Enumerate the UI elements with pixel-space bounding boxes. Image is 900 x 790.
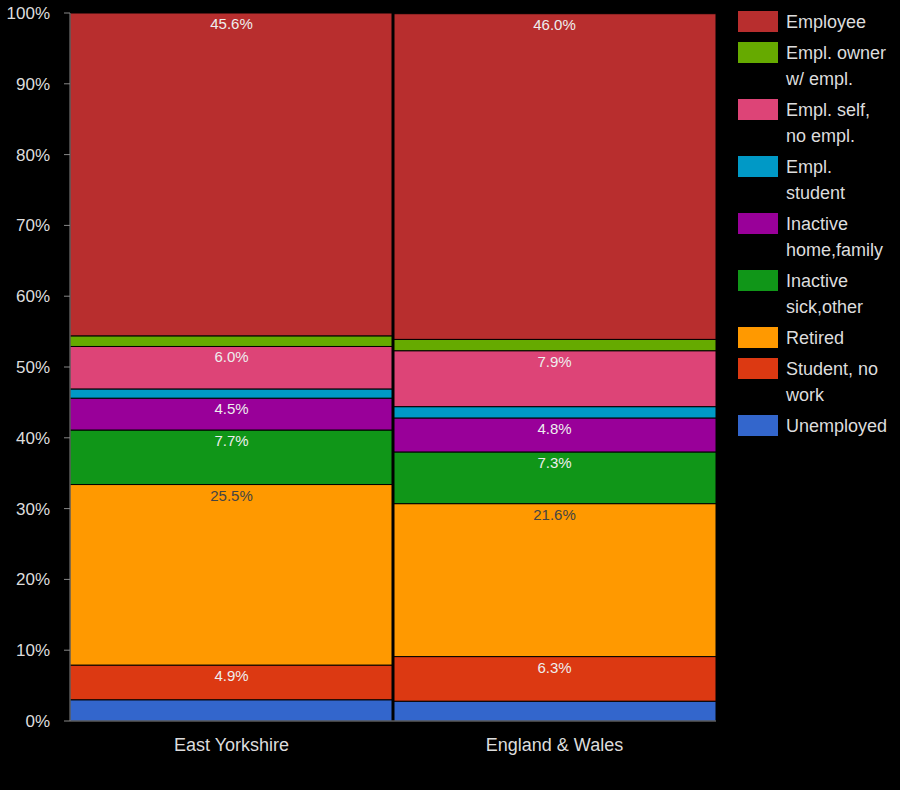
legend-label: Inactivesick,other [786,271,863,317]
tick-label: 90% [16,75,50,94]
tick-label: 10% [16,641,50,660]
tick-mark [64,721,70,722]
bar-segment [393,407,716,418]
tick-label: 100% [7,4,50,23]
data-label: 4.8% [537,420,571,437]
background [0,0,900,790]
bar-segment [70,389,393,398]
legend-label: Empl.student [786,157,845,203]
tick-mark [64,367,70,368]
bar-separator [392,13,395,721]
legend-swatch [738,156,778,177]
tick-label: 20% [16,570,50,589]
legend-label: Student, nowork [785,359,878,405]
x-axis [70,721,716,722]
data-label: 6.0% [214,348,248,365]
data-label: 21.6% [533,506,576,523]
legend-swatch [738,99,778,120]
tick-mark [64,650,70,651]
category-label: East Yorkshire [174,735,289,755]
bar-segment [393,351,716,407]
y-axis [70,13,71,721]
bars [70,13,716,721]
tick-label: 80% [16,146,50,165]
bar-segment [70,485,393,666]
tick-mark [64,579,70,580]
bar-segment [70,398,393,430]
legend-swatch [738,11,778,32]
tick-label: 30% [16,500,50,519]
tick-label: 70% [16,216,50,235]
legend-label: Unemployed [786,416,887,436]
legend-label: Employee [786,12,866,32]
bar-segment [70,336,393,347]
bar-segment [393,701,716,721]
data-label: 7.7% [214,432,248,449]
tick-label: 0% [25,712,50,731]
tick-mark [64,225,70,226]
chart: 0% 10% 20% 30% 40% 50% 60% 70% 80% 90% 100% 4.9% 25.… [0,0,900,790]
tick-mark [64,83,70,84]
data-label: 25.5% [210,487,253,504]
legend-swatch [738,270,778,291]
tick-label: 40% [16,429,50,448]
data-label: 7.9% [537,353,571,370]
legend-swatch [738,415,778,436]
data-label: 46.0% [533,16,576,33]
tick-mark [64,154,70,155]
legend-swatch [738,327,778,348]
bar-segment [393,14,716,340]
legend-swatch [738,213,778,234]
data-label: 6.3% [537,659,571,676]
legend-label: Empl. ownerw/ empl. [785,43,886,89]
bar-segment [70,13,393,336]
legend-label: Retired [786,328,844,348]
bar-segment [393,418,716,452]
data-label: 45.6% [210,15,253,32]
tick-mark [64,13,70,14]
tick-mark [64,437,70,438]
data-label: 4.5% [214,400,248,417]
legend-label: Inactivehome,family [786,214,883,260]
data-label: 4.9% [214,667,248,684]
bar-segment [70,346,393,388]
bar-segment [70,430,393,485]
tick-mark [64,508,70,509]
bar-segment [393,657,716,702]
legend-swatch [738,42,778,63]
legend-swatch [738,358,778,379]
tick-label: 50% [16,358,50,377]
bar-segment [393,339,716,350]
bar-segment [393,504,716,657]
data-label: 7.3% [537,454,571,471]
legend: Employee Empl. ownerw/ empl. Empl. self,no… [738,11,887,436]
legend-label: Empl. self,no empl. [786,100,870,146]
category-label: England & Wales [486,735,623,755]
bar-segment [70,700,393,721]
tick-mark [64,296,70,297]
bar-segment [393,452,716,504]
tick-label: 60% [16,287,50,306]
bar-segment [70,665,393,700]
